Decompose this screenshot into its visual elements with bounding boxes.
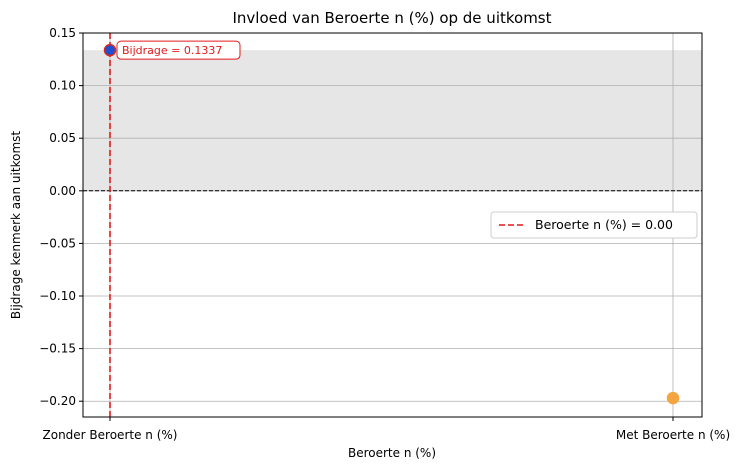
data-point	[666, 391, 680, 405]
x-tick-label: Zonder Beroerte n (%)	[43, 428, 178, 442]
y-tick-label: −0.20	[39, 394, 76, 408]
y-tick-label: 0.10	[49, 79, 76, 93]
y-tick-label: −0.05	[39, 236, 76, 250]
y-tick-label: 0.15	[49, 26, 76, 40]
annotation-text: Bijdrage = 0.1337	[122, 44, 222, 57]
plot-frame	[82, 32, 703, 418]
annotation-box	[116, 40, 241, 60]
y-axis-title: Bijdrage kenmerk aan uitkomst	[9, 131, 23, 319]
y-tick-label: −0.15	[39, 342, 76, 356]
y-tick-label: 0.05	[49, 131, 76, 145]
x-tick-label: Met Beroerte n (%)	[616, 428, 730, 442]
legend-label: Beroerte n (%) = 0.00	[535, 217, 673, 232]
shaded-band	[83, 50, 702, 191]
y-tick-label: 0.00	[49, 184, 76, 198]
chart-title: Invloed van Beroerte n (%) op de uitkoms…	[233, 9, 552, 27]
y-tick-label: −0.10	[39, 289, 76, 303]
legend-box	[490, 211, 698, 239]
x-axis-title: Beroerte n (%)	[348, 446, 436, 460]
plot-area: 0.15 0.10 0.05 0.00 −0.05 −0.10 −0.15 −0.20 Zond…	[39, 26, 730, 442]
data-point	[103, 43, 117, 57]
